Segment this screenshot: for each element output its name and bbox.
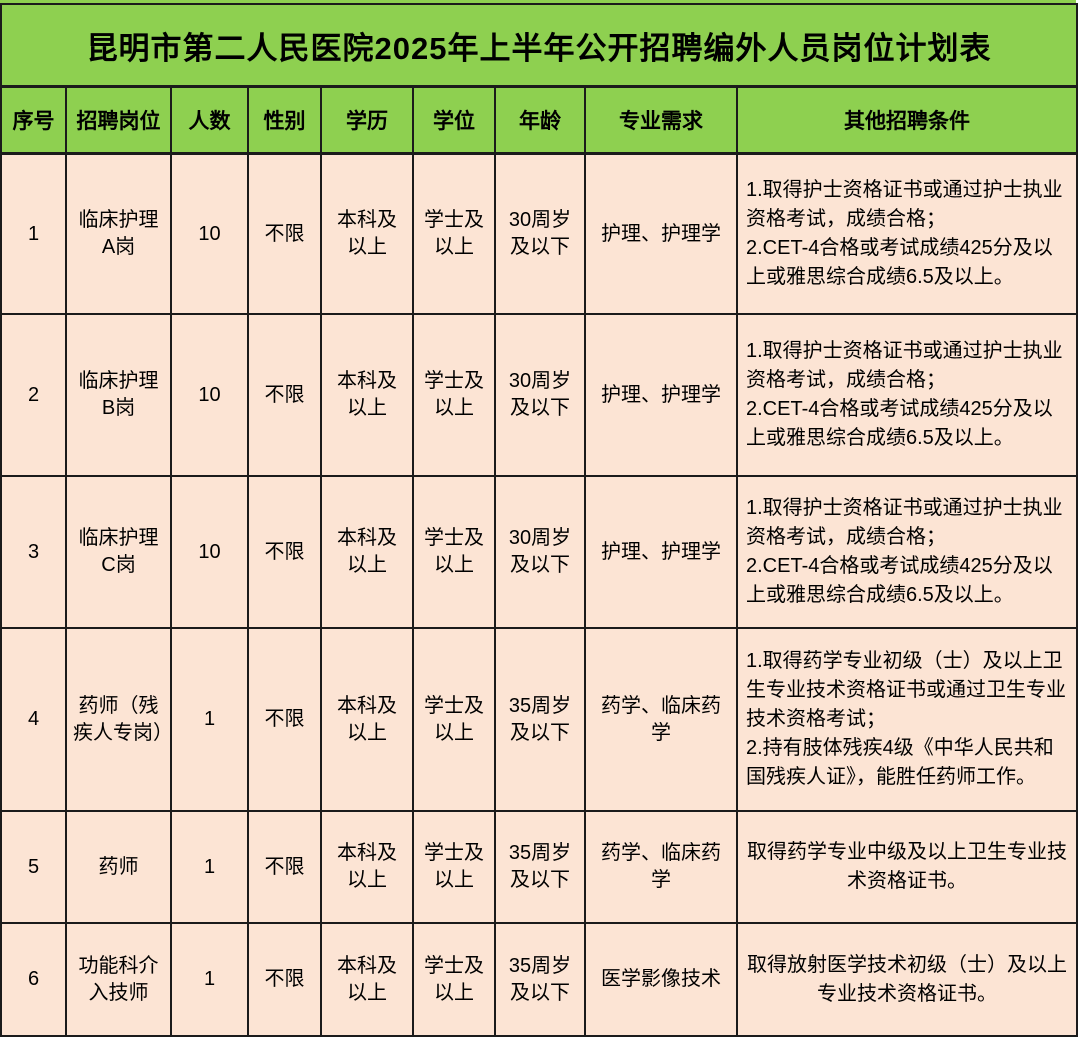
table-row: 4 药师（残疾人专岗） 1 不限 本科及以上 学士及以上 35周岁及以下 药学、… — [0, 627, 1079, 812]
table-row: 2 临床护理B岗 10 不限 本科及以上 学士及以上 30周岁及以下 护理、护理… — [0, 313, 1079, 477]
cell-education: 本科及以上 — [320, 313, 414, 477]
cell-count: 10 — [170, 475, 249, 629]
cell-other: 取得放射医学技术初级（士）及以上专业技术资格证书。 — [735, 922, 1079, 1037]
cell-major: 护理、护理学 — [584, 152, 738, 315]
cell-education: 本科及以上 — [320, 475, 414, 629]
cell-other: 1.取得护士资格证书或通过护士执业资格考试，成绩合格； 2.CET-4合格或考试… — [735, 313, 1079, 477]
cell-degree: 学士及以上 — [412, 475, 496, 629]
cell-age: 35周岁及以下 — [494, 922, 586, 1037]
cell-post: 药师 — [65, 810, 172, 924]
cell-post: 临床护理A岗 — [65, 152, 172, 315]
cell-gender: 不限 — [247, 313, 322, 477]
cell-gender: 不限 — [247, 810, 322, 924]
cell-post: 临床护理C岗 — [65, 475, 172, 629]
cell-other: 1.取得药学专业初级（士）及以上卫生专业技术资格证书或通过卫生专业技术资格考试；… — [735, 627, 1079, 812]
cell-seq: 4 — [0, 627, 67, 812]
cell-seq: 5 — [0, 810, 67, 924]
col-header-major: 专业需求 — [584, 85, 738, 155]
cell-gender: 不限 — [247, 152, 322, 315]
col-header-post: 招聘岗位 — [65, 85, 172, 155]
cell-degree: 学士及以上 — [412, 810, 496, 924]
cell-age: 30周岁及以下 — [494, 313, 586, 477]
cell-seq: 6 — [0, 922, 67, 1037]
col-header-degree: 学位 — [412, 85, 496, 155]
cell-age: 35周岁及以下 — [494, 627, 586, 812]
cell-major: 护理、护理学 — [584, 475, 738, 629]
col-header-other: 其他招聘条件 — [735, 85, 1079, 155]
cell-education: 本科及以上 — [320, 810, 414, 924]
cell-post: 功能科介入技师 — [65, 922, 172, 1037]
cell-seq: 1 — [0, 152, 67, 315]
cell-degree: 学士及以上 — [412, 922, 496, 1037]
table-row: 1 临床护理A岗 10 不限 本科及以上 学士及以上 30周岁及以下 护理、护理… — [0, 152, 1079, 315]
cell-other: 取得药学专业中级及以上卫生专业技术资格证书。 — [735, 810, 1079, 924]
cell-major: 护理、护理学 — [584, 313, 738, 477]
cell-education: 本科及以上 — [320, 152, 414, 315]
col-header-age: 年龄 — [494, 85, 586, 155]
cell-age: 35周岁及以下 — [494, 810, 586, 924]
cell-seq: 3 — [0, 475, 67, 629]
table-header-row: 序号 招聘岗位 人数 性别 学历 学位 年龄 专业需求 其他招聘条件 — [0, 85, 1079, 155]
cell-education: 本科及以上 — [320, 922, 414, 1037]
cell-count: 1 — [170, 922, 249, 1037]
cell-major: 药学、临床药学 — [584, 810, 738, 924]
cell-degree: 学士及以上 — [412, 313, 496, 477]
col-header-count: 人数 — [170, 85, 249, 155]
table-row: 6 功能科介入技师 1 不限 本科及以上 学士及以上 35周岁及以下 医学影像技… — [0, 922, 1079, 1037]
cell-other: 1.取得护士资格证书或通过护士执业资格考试，成绩合格； 2.CET-4合格或考试… — [735, 475, 1079, 629]
cell-major: 医学影像技术 — [584, 922, 738, 1037]
cell-count: 1 — [170, 627, 249, 812]
cell-major: 药学、临床药学 — [584, 627, 738, 812]
cell-count: 10 — [170, 313, 249, 477]
cell-gender: 不限 — [247, 627, 322, 812]
cell-gender: 不限 — [247, 922, 322, 1037]
cell-post: 临床护理B岗 — [65, 313, 172, 477]
table-row: 3 临床护理C岗 10 不限 本科及以上 学士及以上 30周岁及以下 护理、护理… — [0, 475, 1079, 629]
cell-seq: 2 — [0, 313, 67, 477]
col-header-gender: 性别 — [247, 85, 322, 155]
cell-education: 本科及以上 — [320, 627, 414, 812]
table-title: 昆明市第二人民医院2025年上半年公开招聘编外人员岗位计划表 — [0, 3, 1079, 88]
cell-post: 药师（残疾人专岗） — [65, 627, 172, 812]
cell-age: 30周岁及以下 — [494, 475, 586, 629]
table-title-row: 昆明市第二人民医院2025年上半年公开招聘编外人员岗位计划表 — [0, 3, 1079, 88]
col-header-education: 学历 — [320, 85, 414, 155]
cell-degree: 学士及以上 — [412, 627, 496, 812]
table-row: 5 药师 1 不限 本科及以上 学士及以上 35周岁及以下 药学、临床药学 取得… — [0, 810, 1079, 924]
cell-degree: 学士及以上 — [412, 152, 496, 315]
recruitment-plan-table: 昆明市第二人民医院2025年上半年公开招聘编外人员岗位计划表 序号 招聘岗位 人… — [0, 3, 1079, 1037]
top-green-strip — [0, 0, 1076, 3]
col-header-seq: 序号 — [0, 85, 67, 155]
cell-count: 10 — [170, 152, 249, 315]
cell-age: 30周岁及以下 — [494, 152, 586, 315]
cell-count: 1 — [170, 810, 249, 924]
cell-other: 1.取得护士资格证书或通过护士执业资格考试，成绩合格； 2.CET-4合格或考试… — [735, 152, 1079, 315]
cell-gender: 不限 — [247, 475, 322, 629]
